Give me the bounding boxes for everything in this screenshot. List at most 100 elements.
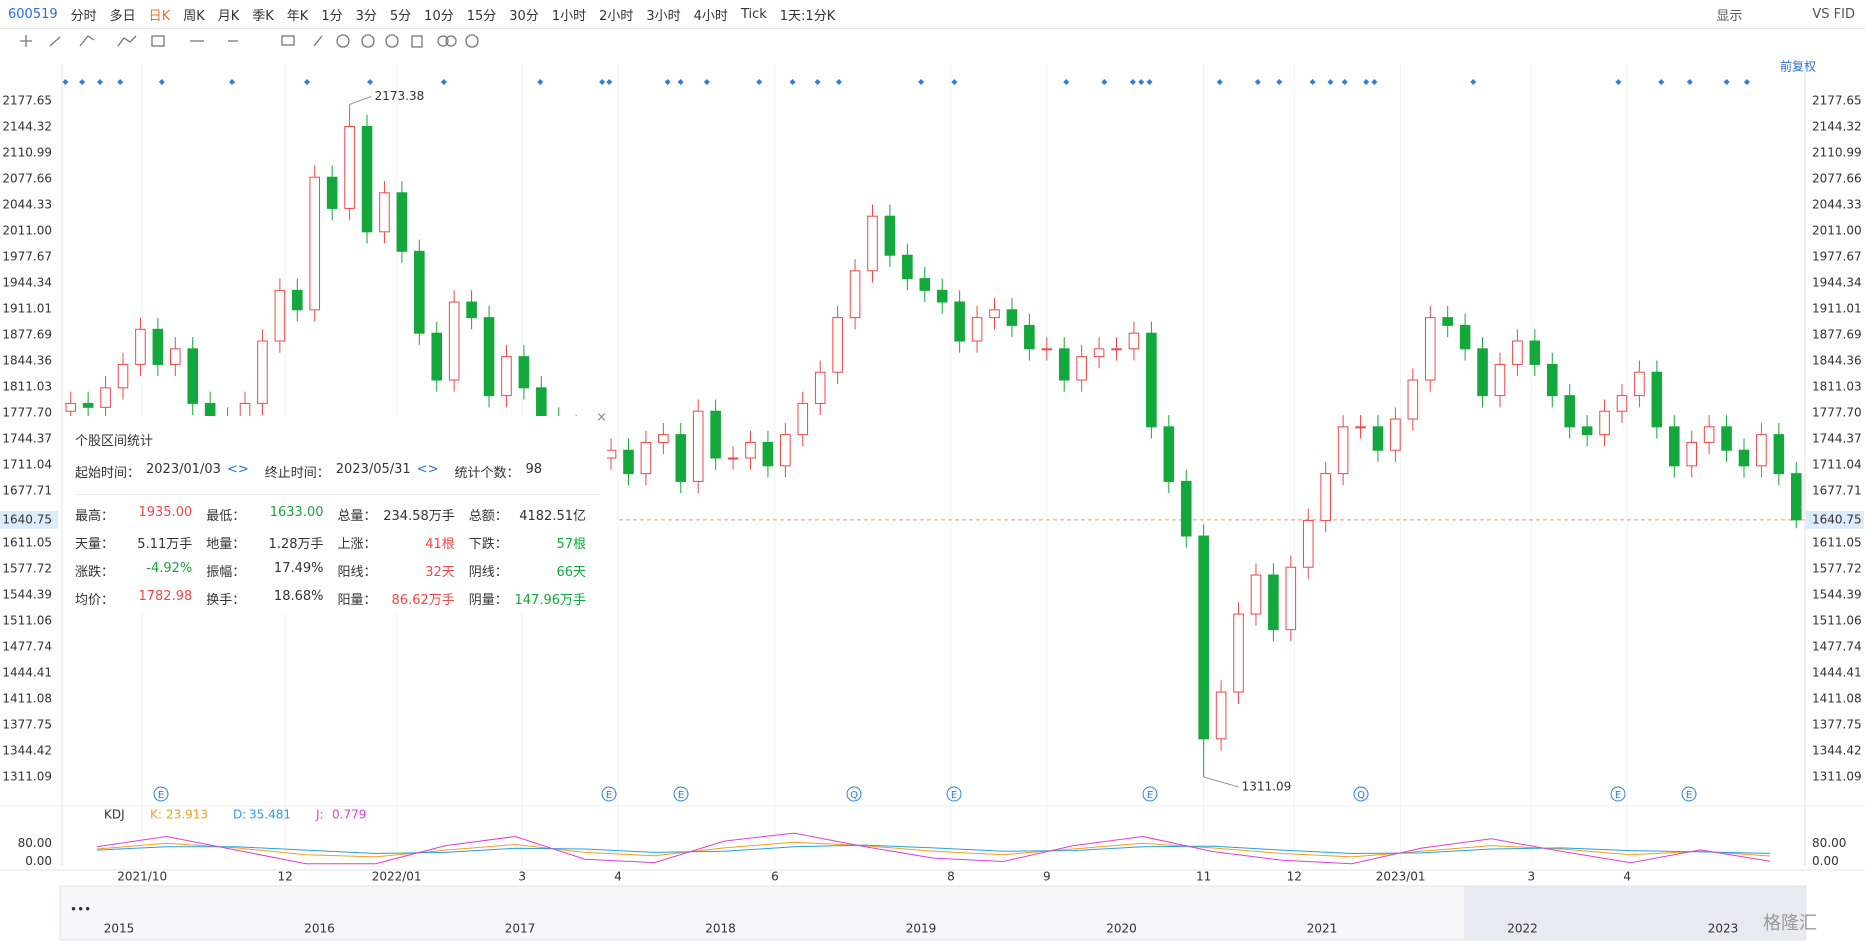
period-tab[interactable]: 30分 (509, 8, 539, 24)
candle-body (1268, 574, 1279, 631)
y-tick-label: 1677.71 (1812, 484, 1862, 498)
adjust-label[interactable]: 前复权 (1780, 59, 1816, 74)
stat-value: 1782.98 (138, 589, 193, 604)
toolbar-button[interactable]: 显示 (1716, 8, 1743, 24)
period-tab[interactable]: 5分 (389, 8, 412, 24)
candle-body (1058, 348, 1070, 381)
event-label[interactable]: E (1147, 790, 1153, 801)
stat-value: 1.28万手 (268, 537, 324, 552)
event-label[interactable]: E (606, 790, 612, 801)
y-tick-label: 1477.74 (2, 639, 52, 653)
candle-body (1529, 340, 1541, 365)
candle-body (1721, 426, 1732, 451)
event-marker (1681, 786, 1697, 802)
period-tab[interactable]: 年K (286, 8, 309, 24)
period-tab[interactable]: 周K (183, 8, 205, 24)
y-tick-label: 1844.36 (1812, 354, 1862, 368)
candle-body (361, 125, 373, 233)
end-date[interactable]: 2023/05/31 (335, 462, 411, 477)
marker-dot (1216, 79, 1223, 85)
event-label[interactable]: Q (850, 790, 858, 801)
stat-cell: 阴量： 147.96万手 (469, 589, 600, 608)
event-label[interactable]: E (1686, 790, 1692, 801)
arrows[interactable]: <> (226, 462, 249, 477)
navigator-window[interactable] (1464, 886, 1806, 940)
marker-dot (835, 79, 842, 85)
candle-body (884, 215, 896, 256)
candle-body (1738, 449, 1750, 467)
y-tick-label: 2110.99 (2, 146, 52, 160)
navigator-year: 2020 (1106, 922, 1137, 936)
marker-dot (1615, 79, 1622, 85)
y-tick-label: 1611.05 (2, 536, 52, 550)
marker-dot (1276, 79, 1283, 85)
event-label[interactable]: E (678, 790, 684, 801)
navigator-handle[interactable]: ••• (70, 903, 91, 917)
candle-body (344, 125, 355, 209)
stat-cell: 阴线： 66天 (469, 561, 600, 580)
candle-body (1372, 426, 1384, 451)
x-tick-label: 12 (1287, 870, 1302, 884)
y-tick-label: 1611.05 (1812, 536, 1862, 550)
period-tab[interactable]: 多日 (109, 8, 136, 24)
y-tick-label: 2177.65 (1812, 94, 1862, 108)
candle-body (675, 434, 687, 482)
arrows[interactable]: <> (416, 462, 439, 477)
event-label[interactable]: E (951, 790, 957, 801)
stat-value: 5.11万手 (137, 537, 193, 552)
count: 98 (525, 462, 543, 477)
x-tick-label: 2021/10 (117, 870, 167, 884)
period-tab[interactable]: 月K (217, 8, 240, 24)
candle-body (832, 317, 843, 373)
candle-body (1512, 340, 1523, 365)
candle-body (1599, 410, 1610, 436)
period-tab[interactable]: 10分 (424, 8, 454, 24)
y-tick-label: 0.00 (1812, 854, 1839, 868)
period-tab[interactable]: 3小时 (646, 8, 681, 24)
marker-dot (703, 79, 710, 85)
y-tick-label: 1444.41 (1812, 665, 1862, 679)
x-tick-label: 3 (518, 870, 526, 884)
start-date[interactable]: 2023/01/03 (146, 462, 221, 477)
period-tab[interactable]: 日K (148, 8, 171, 24)
candle-body (1198, 535, 1209, 740)
event-label[interactable]: Q (1357, 790, 1365, 801)
candle-body (1546, 363, 1558, 397)
event-label[interactable]: E (1615, 790, 1621, 801)
candle-body (640, 441, 652, 475)
period-tab[interactable]: 3分 (355, 8, 377, 24)
y-tick-label: 1811.03 (2, 380, 52, 394)
stat-value: 86.62万手 (391, 593, 455, 608)
candle-body (1442, 317, 1453, 326)
period-tab[interactable]: 15分 (466, 8, 497, 24)
stat-label: 振幅： (206, 565, 246, 580)
period-tab[interactable]: 分时 (70, 8, 97, 24)
candle-body (117, 363, 129, 389)
stat-cell: 上涨： 41根 (338, 533, 469, 552)
stat-label: 天量： (75, 537, 115, 552)
event-label[interactable]: E (158, 790, 164, 801)
navigator-year: 2021 (1307, 922, 1338, 936)
candle-body (814, 371, 826, 404)
period-tab[interactable]: Tick (740, 6, 767, 22)
toolbar-button[interactable]: VS FID (1812, 6, 1855, 22)
indicator-name: KDJ (104, 808, 125, 822)
period-tab[interactable]: 1小时 (551, 8, 587, 24)
period-tab[interactable]: 2小时 (599, 8, 634, 24)
stock-code[interactable]: 600519 (8, 6, 58, 22)
stat-label: 总量： (337, 509, 377, 524)
period-tab[interactable]: 1天:1分K (779, 8, 836, 24)
stat-value: 41根 (425, 537, 455, 552)
legend-label: K: (150, 808, 162, 822)
period-tab[interactable]: 季K (252, 8, 274, 24)
close-button[interactable]: × (596, 410, 607, 425)
y-tick-label: 2144.32 (2, 120, 52, 134)
period-tab[interactable]: 4小时 (693, 8, 728, 24)
period-tab[interactable]: 1分 (321, 8, 343, 24)
y-tick-label: 1377.75 (2, 717, 52, 731)
y-tick-label: 1677.71 (2, 484, 52, 498)
y-tick-label: 1711.04 (1812, 458, 1862, 472)
marker-dot (606, 79, 613, 85)
candle-body (1320, 473, 1331, 521)
stat-label: 换手： (206, 593, 246, 608)
